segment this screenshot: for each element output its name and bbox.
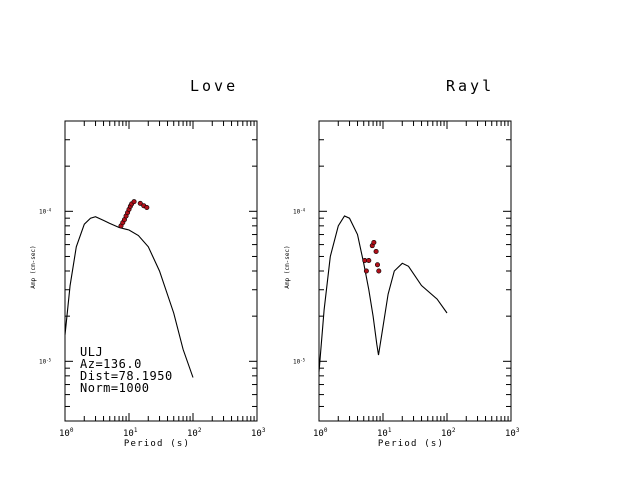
tick-base: 10 (39, 358, 47, 365)
observed-point (376, 268, 382, 274)
y-tick-label: 10-4 (293, 207, 306, 215)
tick-base: 10 (293, 208, 301, 215)
tick-base: 10 (39, 208, 47, 215)
observed-point (363, 268, 369, 274)
observed-point (137, 200, 143, 206)
y-axis-label: Amp (cm-sec) (30, 245, 37, 288)
x-tick-label: 102 (441, 427, 456, 439)
x-tick-label: 103 (251, 427, 266, 439)
tick-exponent: -4 (46, 207, 51, 212)
tick-base: 10 (505, 429, 516, 439)
tick-exponent: 1 (388, 427, 392, 434)
x-axis-label: Period (s) (378, 439, 444, 449)
x-tick-label: 102 (187, 427, 202, 439)
y-tick-label: 10-5 (39, 357, 52, 365)
panel-title: Love (190, 77, 238, 95)
tick-base: 10 (187, 429, 198, 439)
x-tick-label: 103 (505, 427, 520, 439)
tick-exponent: 1 (134, 427, 138, 434)
station-annotation-line: Norm=1000 (80, 381, 150, 395)
station-annotation-line: ULJ (80, 345, 103, 359)
tick-exponent: 0 (70, 427, 74, 434)
observed-point (371, 239, 377, 245)
model-curve (318, 215, 448, 372)
tick-base: 10 (123, 429, 134, 439)
x-tick-label: 101 (123, 427, 138, 439)
y-tick-label: 10-5 (293, 357, 306, 365)
plot-frame (318, 120, 512, 422)
x-tick-label: 100 (313, 427, 328, 439)
tick-base: 10 (293, 358, 301, 365)
observed-point (373, 248, 379, 254)
tick-exponent: 3 (262, 427, 266, 434)
tick-exponent: -5 (46, 357, 51, 362)
tick-base: 10 (313, 429, 324, 439)
x-tick-label: 101 (377, 427, 392, 439)
observed-point (374, 262, 380, 268)
tick-exponent: 3 (516, 427, 520, 434)
station-annotation-line: Dist=78.1950 (80, 369, 173, 383)
y-tick-label: 10-4 (39, 207, 52, 215)
observed-point (144, 205, 150, 211)
tick-exponent: -4 (300, 207, 305, 212)
tick-exponent: 2 (198, 427, 202, 434)
tick-base: 10 (441, 429, 452, 439)
tick-base: 10 (377, 429, 388, 439)
observed-point (366, 257, 372, 263)
model-curve (64, 216, 194, 378)
tick-base: 10 (59, 429, 70, 439)
y-axis-label: Amp (cm-sec) (284, 245, 291, 288)
x-axis-label: Period (s) (124, 439, 190, 449)
tick-exponent: 0 (324, 427, 328, 434)
tick-exponent: 2 (452, 427, 456, 434)
station-annotation-line: Az=136.0 (80, 357, 142, 371)
x-tick-label: 100 (59, 427, 74, 439)
panel-title: Rayl (446, 77, 494, 95)
observed-point (131, 199, 137, 205)
tick-base: 10 (251, 429, 262, 439)
tick-exponent: -5 (300, 357, 305, 362)
